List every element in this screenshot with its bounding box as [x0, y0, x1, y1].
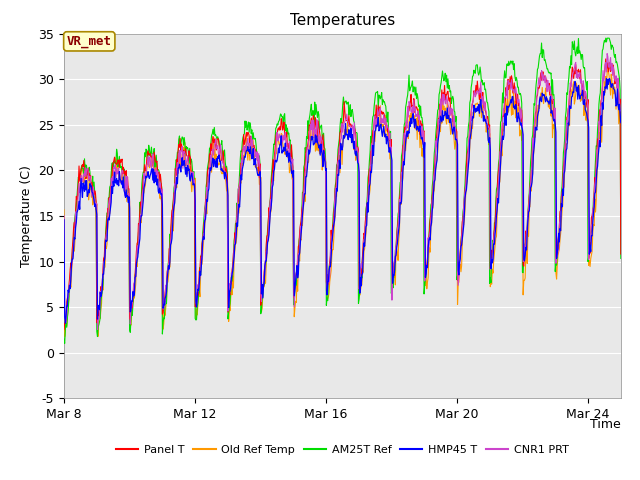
AM25T Ref: [617, 255, 625, 261]
Panel T: [124, 174, 131, 180]
HMP45 T: [349, 137, 357, 143]
CNR1 PRT: [486, 266, 494, 272]
CNR1 PRT: [93, 326, 101, 332]
Old Ref Temp: [61, 334, 68, 339]
Line: Old Ref Temp: Old Ref Temp: [64, 69, 621, 336]
Old Ref Temp: [124, 183, 132, 189]
Old Ref Temp: [60, 207, 68, 213]
CNR1 PRT: [349, 124, 357, 130]
HMP45 T: [396, 200, 404, 205]
AM25T Ref: [61, 340, 68, 346]
Panel T: [173, 156, 180, 162]
AM25T Ref: [60, 336, 68, 342]
AM25T Ref: [602, 35, 610, 41]
CNR1 PRT: [617, 108, 625, 114]
Y-axis label: Temperature (C): Temperature (C): [20, 165, 33, 267]
Old Ref Temp: [617, 120, 625, 126]
Line: HMP45 T: HMP45 T: [64, 79, 621, 323]
AM25T Ref: [136, 200, 143, 205]
HMP45 T: [136, 236, 143, 242]
Old Ref Temp: [396, 189, 404, 194]
Panel T: [348, 123, 356, 129]
HMP45 T: [61, 320, 69, 326]
HMP45 T: [486, 147, 494, 153]
AM25T Ref: [486, 275, 494, 280]
HMP45 T: [124, 200, 132, 205]
Line: CNR1 PRT: CNR1 PRT: [64, 54, 621, 329]
CNR1 PRT: [604, 51, 611, 57]
HMP45 T: [617, 120, 625, 125]
CNR1 PRT: [124, 195, 132, 201]
AM25T Ref: [396, 180, 404, 185]
CNR1 PRT: [60, 213, 68, 218]
Old Ref Temp: [486, 284, 494, 289]
Title: Temperatures: Temperatures: [290, 13, 395, 28]
Old Ref Temp: [604, 66, 612, 72]
Text: Time: Time: [590, 419, 621, 432]
HMP45 T: [173, 181, 181, 187]
Old Ref Temp: [136, 225, 143, 230]
AM25T Ref: [173, 149, 181, 155]
CNR1 PRT: [173, 160, 181, 166]
Panel T: [486, 122, 493, 128]
Line: AM25T Ref: AM25T Ref: [64, 38, 621, 343]
AM25T Ref: [124, 186, 132, 192]
AM25T Ref: [349, 111, 357, 117]
Legend: Panel T, Old Ref Temp, AM25T Ref, HMP45 T, CNR1 PRT: Panel T, Old Ref Temp, AM25T Ref, HMP45 …: [112, 441, 573, 459]
CNR1 PRT: [136, 220, 143, 226]
Panel T: [135, 222, 143, 228]
HMP45 T: [603, 76, 611, 82]
Text: VR_met: VR_met: [67, 35, 112, 48]
Line: Panel T: Panel T: [64, 59, 621, 330]
CNR1 PRT: [396, 201, 404, 206]
Panel T: [617, 251, 625, 257]
HMP45 T: [60, 217, 68, 223]
Old Ref Temp: [173, 169, 181, 175]
Panel T: [396, 195, 403, 201]
Panel T: [60, 327, 68, 333]
Panel T: [602, 56, 610, 62]
Old Ref Temp: [349, 136, 357, 142]
